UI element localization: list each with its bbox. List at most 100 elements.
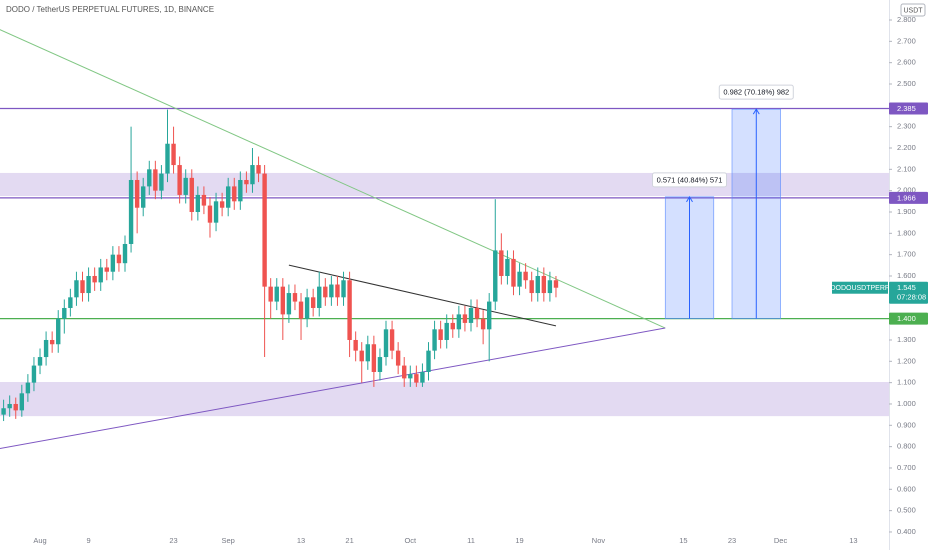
- y-tick-label: 1.700: [897, 250, 916, 259]
- candle-body: [371, 344, 377, 372]
- candle-body: [98, 267, 103, 283]
- candle-body: [13, 403, 18, 411]
- candle-body: [183, 177, 188, 195]
- candle-body: [456, 314, 462, 330]
- candle-body: [487, 301, 492, 330]
- y-tick-label: 2.500: [897, 79, 916, 88]
- x-tick-label: 21: [345, 536, 353, 545]
- candle-body: [402, 365, 407, 379]
- candle-body: [37, 357, 43, 366]
- candle-body: [420, 371, 425, 383]
- y-tick-label: 1.100: [897, 378, 916, 387]
- candle-body: [1, 408, 6, 415]
- y-tick-label: 1.300: [897, 335, 916, 344]
- candle-body: [286, 293, 292, 315]
- price-axis: 0.400 0.500 0.600 0.700 0.800 0.900 1.000 1.100…: [830, 15, 928, 536]
- candle-body: [511, 258, 516, 287]
- y-tick-label: 2.000: [897, 186, 916, 195]
- candle-body: [268, 286, 273, 302]
- trend-line: [288, 264, 557, 327]
- candle-body: [517, 271, 522, 287]
- candle-body: [219, 201, 225, 208]
- candle-body: [535, 275, 540, 294]
- currency-box: [900, 3, 926, 17]
- candle-body: [225, 186, 231, 208]
- candle-body: [480, 318, 486, 330]
- candle-body: [147, 169, 152, 187]
- candle-body: [353, 339, 358, 351]
- level-tag-label: 1.400: [897, 314, 916, 323]
- trend-line: [0, 327, 666, 450]
- candle-body: [329, 284, 334, 298]
- candle-body: [128, 179, 134, 244]
- symbol-tag-label: DODOUSDTPERP: [830, 285, 889, 292]
- x-tick-label: 13: [849, 536, 857, 545]
- candle-body: [493, 250, 498, 302]
- candle-body: [213, 201, 219, 223]
- x-tick-label: Oct: [404, 536, 417, 545]
- candle-body: [304, 297, 310, 319]
- candle-body: [414, 374, 419, 383]
- candle-body: [141, 186, 146, 208]
- candle-body: [7, 403, 12, 409]
- y-tick-label: 2.200: [897, 143, 916, 152]
- candle-body: [341, 280, 346, 298]
- candle-body: [80, 280, 85, 294]
- y-tick-label: 0.700: [897, 463, 916, 472]
- candle-body: [25, 382, 31, 394]
- candle-body: [195, 194, 201, 212]
- candle-body: [274, 286, 279, 302]
- candle-body: [298, 301, 304, 319]
- candle-body: [153, 169, 158, 191]
- candle-body: [523, 271, 528, 281]
- y-tick-label: 0.800: [897, 442, 916, 451]
- candle-body: [377, 357, 383, 372]
- y-tick-label: 0.500: [897, 506, 916, 515]
- y-tick-label: 1.600: [897, 271, 916, 280]
- candle-body: [395, 350, 401, 366]
- x-tick-label: Sep: [222, 536, 235, 545]
- candle-body: [310, 297, 316, 308]
- candle-body: [323, 286, 328, 298]
- measure-label: 0.982 (70.18%) 982: [723, 88, 789, 97]
- level-tag: [889, 312, 928, 325]
- candle-body: [347, 280, 352, 340]
- y-tick-label: 1.000: [897, 399, 916, 408]
- x-tick-label: 13: [297, 536, 305, 545]
- candle-body: [122, 243, 128, 264]
- candle-body: [232, 186, 237, 202]
- y-tick-label: 1.800: [897, 228, 916, 237]
- candle-body: [110, 254, 116, 272]
- candle-body: [19, 393, 25, 411]
- candle-body: [62, 307, 67, 319]
- candle-body: [505, 258, 510, 276]
- x-tick-label: Aug: [33, 536, 46, 545]
- candle-body: [317, 286, 322, 308]
- candle-body: [92, 275, 97, 283]
- candle-body: [104, 267, 109, 272]
- zone: [0, 382, 889, 417]
- level-tag: [889, 191, 928, 204]
- candle-body: [238, 179, 243, 202]
- y-tick-label: 0.600: [897, 484, 916, 493]
- candle-body: [86, 275, 91, 294]
- candle-body: [49, 339, 55, 345]
- candle-body: [134, 179, 140, 208]
- symbol-tag: [832, 281, 888, 294]
- y-tick-label: 2.300: [897, 122, 916, 131]
- candle-body: [43, 339, 49, 358]
- y-tick-label: 2.700: [897, 36, 916, 45]
- x-tick-label: 23: [169, 536, 177, 545]
- candle-body: [553, 280, 559, 288]
- candle-body: [116, 254, 122, 264]
- x-tick-label: 15: [679, 536, 687, 545]
- candle-body: [432, 329, 437, 351]
- x-tick-label: Dec: [774, 536, 788, 545]
- level-tag-label: 2.385: [897, 104, 916, 113]
- measure-label-box: [652, 172, 728, 188]
- candle-body: [56, 318, 61, 345]
- candle-body: [383, 329, 389, 358]
- candle-body: [189, 177, 194, 212]
- candle-body: [68, 297, 73, 308]
